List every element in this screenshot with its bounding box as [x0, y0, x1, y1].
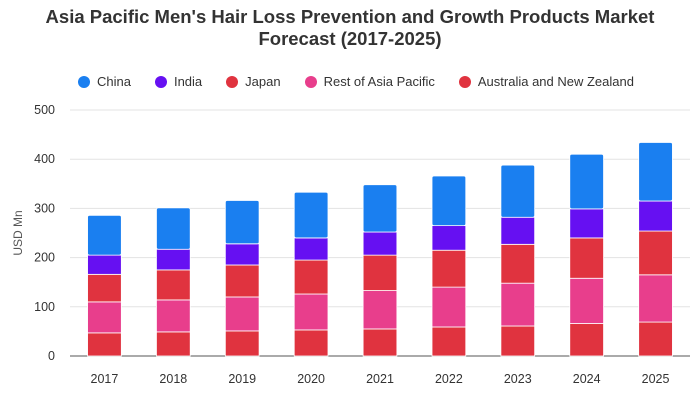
bar-rest-of-asia-pacific-2025 — [638, 274, 673, 323]
legend-item-india[interactable]: India — [154, 74, 203, 89]
x-tick-label: 2023 — [504, 372, 532, 386]
legend-swatch — [78, 75, 90, 88]
y-tick-label: 100 — [34, 300, 55, 314]
bar-china-2023 — [500, 164, 536, 218]
bar-india-2022 — [431, 225, 467, 251]
y-tick-label: 300 — [34, 201, 55, 215]
bar-japan-2020 — [293, 259, 329, 295]
bar-japan-2017 — [87, 273, 122, 303]
legend-swatch — [304, 75, 317, 88]
legend-label: Rest of Asia Pacific — [323, 74, 435, 89]
bar-rest-of-asia-pacific-2023 — [500, 282, 536, 327]
legend-label: Australia and New Zealand — [477, 74, 634, 89]
bar-rest-of-asia-pacific-2020 — [293, 293, 329, 331]
x-tick-label: 2018 — [159, 372, 187, 386]
x-tick-label: 2017 — [91, 372, 119, 386]
bar-china-2019 — [224, 200, 260, 245]
x-tick-label: 2020 — [297, 372, 325, 386]
bar-india-2019 — [224, 243, 260, 266]
bar-australia-and-new-zealand-2025 — [638, 321, 673, 357]
bar-india-2024 — [569, 208, 604, 239]
legend-item-rest-of-asia-pacific[interactable]: Rest of Asia Pacific — [304, 74, 435, 89]
bar-rest-of-asia-pacific-2019 — [224, 296, 260, 332]
bar-australia-and-new-zealand-2021 — [362, 328, 398, 357]
bar-rest-of-asia-pacific-2018 — [156, 299, 191, 333]
bar-india-2025 — [638, 200, 673, 232]
bar-china-2020 — [293, 191, 329, 239]
bar-rest-of-asia-pacific-2017 — [87, 301, 122, 334]
y-tick-label: 200 — [34, 251, 55, 265]
bar-rest-of-asia-pacific-2022 — [431, 286, 467, 328]
bar-australia-and-new-zealand-2023 — [500, 325, 536, 357]
bar-japan-2025 — [638, 230, 673, 276]
bar-japan-2022 — [431, 249, 467, 288]
bar-rest-of-asia-pacific-2024 — [569, 277, 604, 324]
x-tick-label: 2021 — [366, 372, 394, 386]
y-tick-label: 400 — [34, 152, 55, 166]
bar-australia-and-new-zealand-2022 — [431, 326, 467, 357]
bar-india-2021 — [362, 231, 398, 256]
bar-japan-2018 — [156, 269, 191, 301]
bar-india-2017 — [87, 254, 122, 275]
y-tick-label: 500 — [34, 103, 55, 117]
legend-swatch — [226, 75, 239, 88]
bar-australia-and-new-zealand-2020 — [293, 329, 329, 357]
chart-legend: China India Japan Rest of Asia Pacific Austr… — [78, 74, 658, 89]
bar-australia-and-new-zealand-2018 — [156, 331, 191, 357]
legend-label: Japan — [245, 74, 281, 89]
x-tick-label: 2019 — [228, 372, 256, 386]
bar-australia-and-new-zealand-2017 — [87, 332, 122, 357]
bar-rest-of-asia-pacific-2021 — [362, 290, 398, 330]
chart-title-line-2: Forecast (2017-2025) — [258, 28, 442, 49]
x-tick-label: 2024 — [573, 372, 601, 386]
bar-china-2021 — [362, 184, 398, 233]
bar-india-2020 — [293, 237, 329, 261]
chart-title-line-1: Asia Pacific Men's Hair Loss Prevention … — [45, 6, 655, 27]
bar-india-2023 — [500, 216, 536, 245]
bar-japan-2023 — [500, 243, 536, 284]
bar-japan-2021 — [362, 254, 398, 291]
legend-label: India — [173, 74, 203, 89]
bar-australia-and-new-zealand-2019 — [224, 330, 260, 357]
bar-china-2017 — [87, 214, 122, 256]
y-axis-title: USD Mn — [11, 210, 25, 255]
y-tick-label: 0 — [48, 349, 55, 363]
bar-japan-2019 — [224, 264, 260, 298]
legend-item-japan[interactable]: Japan — [226, 74, 281, 89]
x-tick-label: 2022 — [435, 372, 463, 386]
bar-japan-2024 — [569, 237, 604, 279]
bar-india-2018 — [156, 248, 191, 271]
legend-label: China — [97, 74, 131, 89]
chart-title: Asia Pacific Men's Hair Loss Prevention … — [0, 6, 700, 50]
bar-china-2022 — [431, 175, 467, 227]
bar-china-2024 — [569, 153, 604, 210]
legend-item-australia-and-new-zealand[interactable]: Australia and New Zealand — [458, 74, 634, 89]
legend-item-china[interactable]: China — [78, 74, 131, 89]
bar-australia-and-new-zealand-2024 — [569, 323, 604, 357]
legend-swatch — [458, 75, 471, 88]
legend-swatch — [154, 75, 167, 88]
bar-china-2025 — [638, 142, 673, 202]
bar-china-2018 — [156, 207, 191, 250]
x-tick-label: 2025 — [642, 372, 670, 386]
